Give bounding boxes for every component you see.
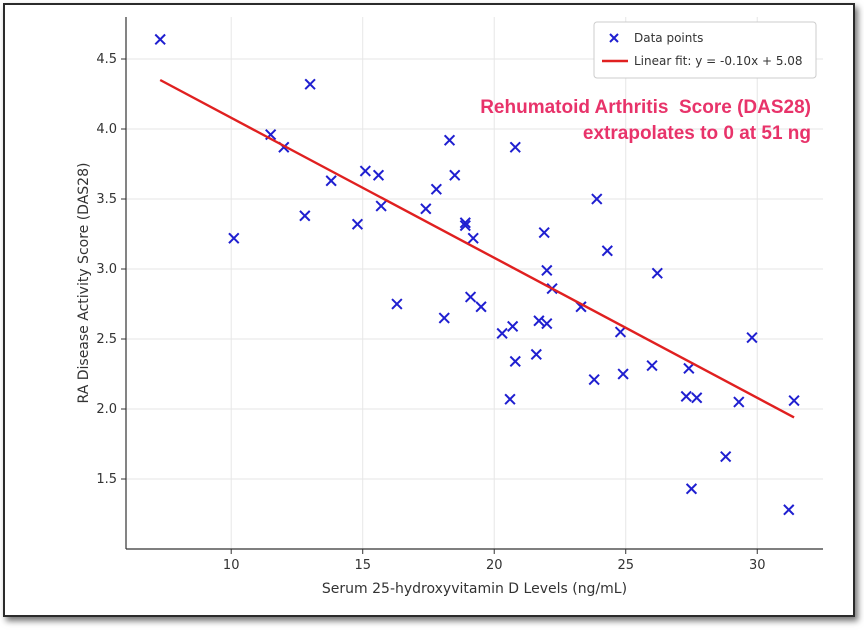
legend: Data points Linear fit: y = -0.10x + 5.0… — [593, 21, 817, 79]
data-point-44 — [691, 392, 703, 404]
data-point-37 — [614, 326, 627, 338]
legend-marker-data-points — [609, 33, 619, 43]
data-point-31 — [541, 317, 553, 330]
data-point-45 — [720, 450, 732, 463]
x-tick-label-3: 25 — [617, 558, 634, 573]
data-point-28 — [533, 315, 545, 327]
y-tick-label-1: 2.0 — [96, 402, 117, 417]
data-point-23 — [504, 393, 516, 405]
data-point-34 — [588, 373, 600, 386]
data-point-49 — [788, 394, 800, 407]
data-point-42 — [683, 362, 695, 375]
data-point-15 — [443, 134, 456, 146]
data-point-8 — [359, 165, 371, 177]
data-point-19 — [464, 291, 477, 303]
data-point-20 — [467, 232, 479, 244]
data-point-14 — [438, 312, 450, 324]
y-tick-label-6: 4.5 — [96, 52, 117, 67]
data-point-25 — [509, 141, 521, 153]
data-point-38 — [617, 368, 629, 380]
data-point-16 — [449, 169, 461, 181]
y-tick-label-3: 3.0 — [96, 262, 117, 277]
data-point-43 — [685, 483, 698, 495]
data-point-48 — [783, 504, 795, 516]
legend-label-data-points: Data points — [634, 31, 703, 45]
data-point-26 — [509, 355, 521, 368]
data-point-17 — [459, 217, 471, 229]
y-tick-label-5: 4.0 — [96, 122, 117, 137]
y-tick-label-4: 3.5 — [96, 192, 117, 207]
x-axis-label: Serum 25-hydroxyvitamin D Levels (ng/mL) — [322, 581, 627, 597]
data-point-27 — [530, 348, 542, 361]
data-point-5 — [304, 78, 316, 90]
data-point-24 — [507, 320, 519, 333]
data-point-11 — [391, 298, 403, 310]
data-point-12 — [420, 203, 432, 215]
x-tick-label-4: 30 — [749, 558, 766, 573]
x-tick-label-2: 20 — [486, 558, 503, 573]
data-point-40 — [651, 267, 663, 279]
data-point-35 — [591, 193, 603, 205]
data-point-10 — [375, 200, 387, 212]
legend-box — [593, 21, 817, 79]
data-point-21 — [475, 301, 487, 313]
data-point-33 — [575, 301, 587, 313]
annotation-line-2: extrapolates to 0 at 51 ng — [583, 123, 811, 144]
y-axis-label: RA Disease Activity Score (DAS28) — [76, 163, 92, 404]
data-point-46 — [733, 396, 745, 408]
x-tick-label-1: 15 — [354, 558, 371, 573]
legend-x-glyph — [609, 33, 619, 43]
data-point-0 — [154, 33, 166, 46]
data-point-1 — [228, 232, 240, 244]
data-points — [154, 33, 800, 516]
data-point-18 — [459, 219, 471, 232]
axes: 10 15 20 25 30 1.5 2.0 2.5 3.0 3.5 4.0 4.5 — [96, 17, 823, 573]
data-point-39 — [646, 359, 658, 372]
data-point-41 — [680, 390, 692, 403]
data-point-13 — [430, 183, 442, 195]
annotation-line-1: Rehumatoid Arthritis Score (DAS28) — [480, 97, 811, 118]
data-point-6 — [325, 175, 337, 187]
y-tick-label-0: 1.5 — [96, 472, 117, 487]
data-point-47 — [746, 331, 758, 344]
y-tick-label-2: 2.5 — [96, 332, 117, 347]
grid — [126, 17, 823, 549]
legend-label-linear-fit: Linear fit: y = -0.10x + 5.08 — [634, 54, 803, 68]
scatter-chart: 10 15 20 25 30 1.5 2.0 2.5 3.0 3.5 4.0 4.5 Serum 25… — [76, 17, 823, 597]
data-point-7 — [351, 218, 364, 230]
data-point-30 — [541, 264, 553, 277]
data-point-22 — [496, 327, 508, 340]
linear-fit — [159, 78, 795, 419]
x-tick-label-0: 10 — [223, 558, 240, 573]
data-point-4 — [299, 210, 311, 222]
data-point-36 — [601, 245, 613, 257]
data-point-9 — [372, 169, 385, 181]
chart-frame: 10 15 20 25 30 1.5 2.0 2.5 3.0 3.5 4.0 4.5 Serum 25… — [3, 3, 855, 617]
data-point-29 — [538, 226, 550, 239]
fit-line — [159, 78, 795, 419]
